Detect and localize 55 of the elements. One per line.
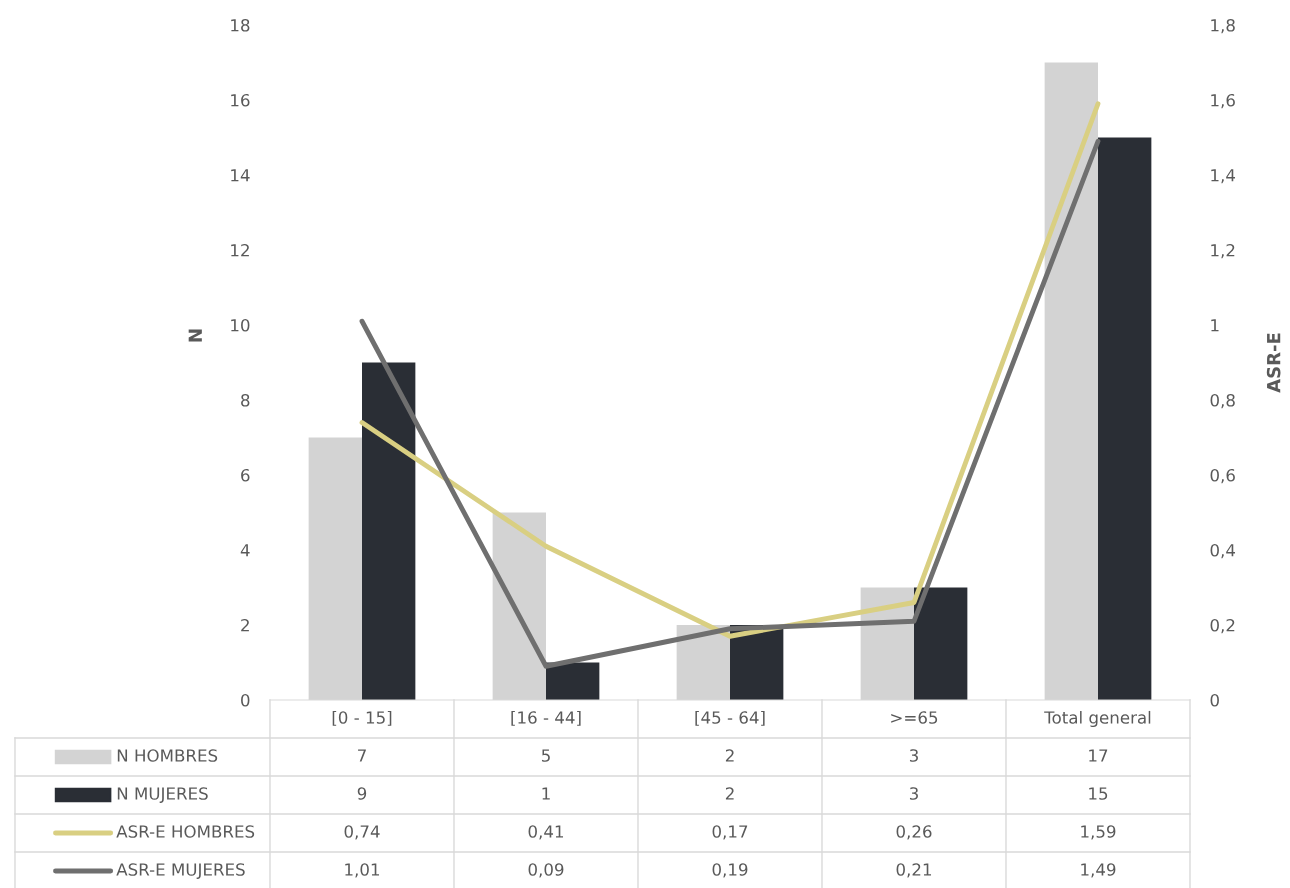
- data-label: 0,74: [344, 825, 380, 840]
- data-label: 7: [358, 749, 366, 762]
- data-label: 0,21: [896, 863, 932, 878]
- y2-tick-label: 0: [1210, 693, 1219, 707]
- y-tick-label: 14: [231, 169, 250, 182]
- data-label: 1,59: [1081, 825, 1116, 840]
- data-label: 5: [541, 749, 550, 762]
- y2-tick-label: 1,4: [1211, 169, 1236, 184]
- data-label: 3: [909, 749, 918, 762]
- bar: [362, 362, 416, 700]
- y-tick-label: 12: [231, 243, 249, 257]
- data-label: 1,49: [1081, 863, 1116, 878]
- legend-label: ASR-E HOMBRES: [116, 825, 255, 838]
- y2-tick-label: 1,2: [1211, 243, 1235, 259]
- data-label: 1: [542, 787, 550, 800]
- x-tick-label: [16 - 44]: [511, 710, 581, 726]
- y-tick-label: 16: [231, 93, 250, 107]
- data-label: 0,09: [528, 863, 564, 878]
- y-tick-label: 10: [231, 318, 250, 332]
- x-tick-label: Total general: [1044, 710, 1151, 728]
- legend-label: N HOMBRES: [117, 749, 218, 762]
- data-label: 9: [357, 787, 367, 800]
- y2-tick-label: 0,8: [1210, 393, 1235, 409]
- y-tick-label: 18: [231, 18, 250, 32]
- y-tick-label: 2: [241, 618, 249, 632]
- y2-axis-title: ASR-E: [1266, 333, 1281, 393]
- x-tick-label: [0 - 15]: [332, 710, 392, 726]
- data-label: 0,26: [896, 825, 932, 840]
- x-tick-label: >=65: [891, 711, 938, 724]
- y-tick-label: 4: [240, 544, 250, 557]
- y2-tick-label: 1: [1211, 319, 1219, 332]
- data-label: 15: [1089, 787, 1108, 800]
- y2-tick-label: 0,6: [1210, 468, 1235, 484]
- bar: [546, 662, 600, 700]
- bar: [1098, 137, 1152, 700]
- legend-label: N MUJERES: [117, 787, 208, 803]
- y2-tick-label: 0,2: [1210, 618, 1235, 634]
- y2-tick-label: 1,8: [1211, 18, 1235, 34]
- data-label: 17: [1089, 749, 1108, 762]
- x-tick-label: [45 - 64]: [695, 710, 765, 726]
- y-tick-label: 6: [241, 468, 250, 482]
- y2-tick-label: 0,4: [1210, 543, 1236, 559]
- legend-label: ASR-E MUJERES: [116, 863, 245, 879]
- y-tick-label: 0: [241, 693, 250, 707]
- bar: [914, 587, 968, 700]
- data-label: 0,17: [712, 825, 748, 840]
- data-label: 2: [725, 749, 734, 762]
- y-tick-label: 8: [241, 393, 250, 407]
- data-label: 3: [909, 787, 918, 800]
- data-label: 1,01: [345, 863, 380, 878]
- y2-tick-label: 1,6: [1211, 93, 1235, 109]
- y-axis-title: N: [188, 329, 202, 342]
- data-label: 0,41: [528, 825, 564, 840]
- data-label: 2: [725, 787, 734, 800]
- data-label: 0,19: [712, 863, 748, 878]
